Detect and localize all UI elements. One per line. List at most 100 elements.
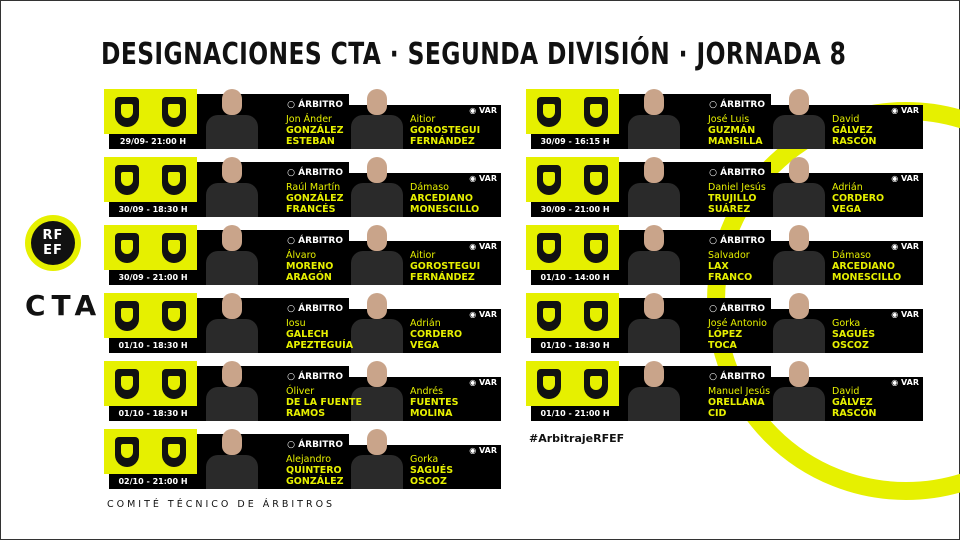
match-date: 30/09 - 21:00 H [109, 270, 197, 285]
referee-name: Jon Ánder GONZÁLEZ ESTEBAN [286, 114, 344, 147]
home-crest-icon [115, 436, 140, 467]
var-label: ◉ VAR [469, 106, 497, 115]
team-crests [104, 429, 197, 474]
var-name: Gorka SAGUÉS OSCOZ [410, 454, 454, 487]
referee-name: Daniel Jesús TRUJILLO SUÁREZ [708, 182, 766, 215]
home-crest-icon [115, 96, 140, 127]
team-crests [104, 293, 197, 338]
home-crest-icon [537, 232, 562, 263]
home-crest-icon [115, 232, 140, 263]
var-label: ◉ VAR [891, 174, 919, 183]
away-crest-icon [161, 232, 186, 263]
referee-photo [626, 89, 682, 149]
var-name: David GÁLVEZ RASCÓN [832, 114, 877, 147]
match-card: 30/09 - 18:30 H ○ ÁRBITRO ◉ VAR Raúl Mar… [104, 157, 501, 217]
referee-name: José Luis GUZMÁN MANSILLA [708, 114, 763, 147]
match-card: 01/10 - 14:00 H ○ ÁRBITRO ◉ VAR Salvador… [526, 225, 923, 285]
var-name: Adrián CORDERO VEGA [410, 318, 463, 351]
var-photo [349, 293, 405, 353]
match-date: 30/09 - 21:00 H [531, 202, 619, 217]
match-card: 29/09- 21:00 H ○ ÁRBITRO ◉ VAR Jon Ánder… [104, 89, 501, 149]
match-card: 30/09 - 16:15 H ○ ÁRBITRO ◉ VAR José Lui… [526, 89, 923, 149]
var-name: Aitior GOROSTEGUI FERNÁNDEZ [410, 250, 481, 283]
var-name: Dámaso ARCEDIANO MONESCILLO [410, 182, 480, 215]
team-crests [526, 89, 619, 134]
var-label: ◉ VAR [891, 378, 919, 387]
referee-name: Alejandro QUINTERO GONZÁLEZ [286, 454, 344, 487]
match-date: 02/10 - 21:00 H [109, 474, 197, 489]
referee-photo [204, 157, 260, 217]
var-label: ◉ VAR [891, 106, 919, 115]
hashtag: #ArbitrajeRFEF [529, 432, 625, 445]
match-card: 01/10 - 18:30 H ○ ÁRBITRO ◉ VAR Óliver DE… [104, 361, 501, 421]
cta-label: CTA [25, 289, 103, 322]
away-crest-icon [161, 436, 186, 467]
referee-name: Salvador LAX FRANCO [708, 250, 753, 283]
away-crest-icon [583, 368, 608, 399]
away-crest-icon [161, 368, 186, 399]
referee-label: ○ ÁRBITRO [287, 168, 343, 178]
referee-name: Raúl Martín GONZÁLEZ FRANCÉS [286, 182, 344, 215]
var-photo [349, 157, 405, 217]
referee-photo [204, 293, 260, 353]
match-date: 01/10 - 18:30 H [109, 406, 197, 421]
away-crest-icon [161, 96, 186, 127]
referee-photo [204, 361, 260, 421]
match-card: 01/10 - 18:30 H ○ ÁRBITRO ◉ VAR José Ant… [526, 293, 923, 353]
home-crest-icon [537, 300, 562, 331]
team-crests [526, 361, 619, 406]
referee-name: Álvaro MORENO ARAGÓN [286, 250, 334, 283]
page-title: DESIGNACIONES CTA · SEGUNDA DIVISIÓN · J… [101, 37, 847, 72]
referee-photo [626, 225, 682, 285]
referee-label: ○ ÁRBITRO [287, 440, 343, 450]
referee-label: ○ ÁRBITRO [709, 236, 765, 246]
team-crests [104, 361, 197, 406]
referee-label: ○ ÁRBITRO [287, 304, 343, 314]
referee-label: ○ ÁRBITRO [709, 304, 765, 314]
match-card: 30/09 - 21:00 H ○ ÁRBITRO ◉ VAR Daniel J… [526, 157, 923, 217]
match-date: 29/09- 21:00 H [109, 134, 197, 149]
var-name: David GÁLVEZ RASCÓN [832, 386, 877, 419]
var-name: Aitior GOROSTEGUI FERNÁNDEZ [410, 114, 481, 147]
referee-photo [626, 361, 682, 421]
referee-photo [204, 225, 260, 285]
referee-label: ○ ÁRBITRO [287, 236, 343, 246]
var-photo [349, 225, 405, 285]
away-crest-icon [583, 164, 608, 195]
var-name: Andrés FUENTES MOLINA [410, 386, 459, 419]
var-label: ◉ VAR [891, 310, 919, 319]
match-card: 01/10 - 18:30 H ○ ÁRBITRO ◉ VAR Iosu GALE… [104, 293, 501, 353]
var-label: ◉ VAR [469, 446, 497, 455]
var-photo [349, 361, 405, 421]
var-label: ◉ VAR [891, 242, 919, 251]
team-crests [104, 89, 197, 134]
home-crest-icon [537, 368, 562, 399]
var-photo [349, 89, 405, 149]
referee-name: Iosu GALECH APEZTEGUÍA [286, 318, 354, 351]
referee-label: ○ ÁRBITRO [709, 100, 765, 110]
var-photo [771, 157, 827, 217]
referee-label: ○ ÁRBITRO [709, 372, 765, 382]
team-crests [104, 157, 197, 202]
var-label: ◉ VAR [469, 242, 497, 251]
var-photo [771, 361, 827, 421]
match-date: 30/09 - 18:30 H [109, 202, 197, 217]
away-crest-icon [583, 300, 608, 331]
match-card: 01/10 - 21:00 H ○ ÁRBITRO ◉ VAR Manuel J… [526, 361, 923, 421]
var-name: Dámaso ARCEDIANO MONESCILLO [832, 250, 902, 283]
match-date: 01/10 - 14:00 H [531, 270, 619, 285]
team-crests [104, 225, 197, 270]
home-crest-icon [537, 164, 562, 195]
match-card: 30/09 - 21:00 H ○ ÁRBITRO ◉ VAR Álvaro MO… [104, 225, 501, 285]
referee-photo [626, 293, 682, 353]
away-crest-icon [583, 96, 608, 127]
var-name: Adrián CORDERO VEGA [832, 182, 885, 215]
away-crest-icon [161, 164, 186, 195]
referee-label: ○ ÁRBITRO [287, 372, 343, 382]
match-date: 01/10 - 18:30 H [109, 338, 197, 353]
referee-name: José Antonio LÓPEZ TOCA [708, 318, 767, 351]
var-photo [771, 225, 827, 285]
var-name: Gorka SAGUÉS OSCOZ [832, 318, 876, 351]
team-crests [526, 225, 619, 270]
home-crest-icon [115, 164, 140, 195]
